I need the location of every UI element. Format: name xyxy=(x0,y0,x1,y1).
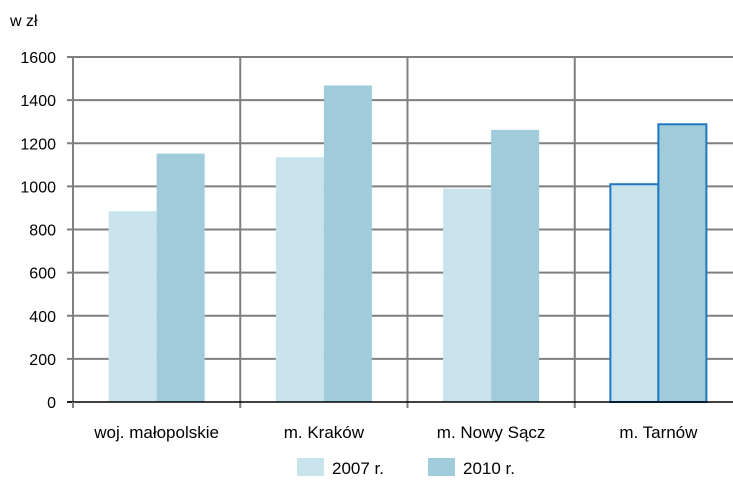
y-tick-label: 1000 xyxy=(20,179,56,196)
bar xyxy=(657,123,708,404)
legend-swatch xyxy=(297,458,324,476)
legend-swatch xyxy=(428,458,455,476)
x-tick-label: m. Nowy Sącz xyxy=(437,423,546,442)
y-tick-label: 1200 xyxy=(20,136,56,153)
y-tick-label: 1400 xyxy=(20,93,56,110)
bars-group xyxy=(108,85,708,404)
x-tick-label: m. Tarnów xyxy=(619,423,698,442)
legend: 2007 r. 2010 r. xyxy=(297,458,515,478)
x-tick-label: m. Kraków xyxy=(284,423,365,442)
x-tick-label: woj. małopolskie xyxy=(93,423,219,442)
y-tick-labels: 0 200 400 600 800 1000 1200 1400 1600 xyxy=(20,50,56,412)
bar xyxy=(443,188,492,402)
y-tick-label: 1600 xyxy=(20,50,56,67)
y-tick-label: 600 xyxy=(29,266,56,283)
bar xyxy=(108,211,157,402)
legend-label: 2010 r. xyxy=(463,459,515,478)
y-tick-label: 800 xyxy=(29,223,56,240)
bar xyxy=(323,85,372,403)
y-axis-unit-label: w zł xyxy=(9,13,38,30)
bar xyxy=(491,129,540,402)
legend-label: 2007 r. xyxy=(332,459,384,478)
y-tick-label: 0 xyxy=(47,395,56,412)
axes xyxy=(67,57,733,408)
x-tick-labels: woj. małopolskie m. Kraków m. Nowy Sącz m. … xyxy=(93,423,698,442)
bar xyxy=(156,153,205,402)
bar xyxy=(609,183,660,403)
y-tick-label: 200 xyxy=(29,352,56,369)
y-tick-label: 400 xyxy=(29,309,56,326)
bar xyxy=(275,157,324,402)
